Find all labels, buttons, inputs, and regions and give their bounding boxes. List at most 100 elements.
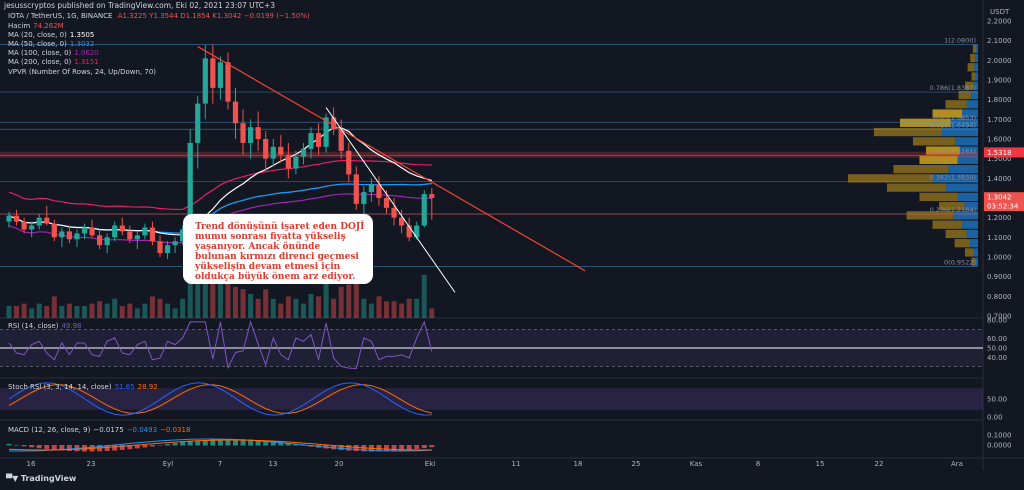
volume-bar — [255, 298, 261, 318]
volume-bar — [104, 303, 110, 318]
macd-histogram-bar — [21, 445, 27, 447]
macd-histogram-bar — [187, 441, 193, 446]
vpvr-down-bar — [926, 146, 960, 155]
candle-body — [376, 184, 382, 198]
candle-body — [270, 146, 276, 159]
candle-body — [338, 129, 344, 151]
macd-histogram-bar — [195, 440, 201, 446]
macd-tick: 0.0000 — [987, 442, 1012, 450]
volume-bar — [51, 296, 57, 318]
vpvr-up-bar — [959, 146, 978, 155]
vpvr-up-bar — [975, 257, 978, 266]
volume-legend[interactable]: Hacim 74.262M — [8, 22, 64, 30]
macd-histogram-bar — [104, 445, 110, 452]
volume-bar — [165, 303, 171, 318]
volume-bar — [225, 265, 231, 318]
candle-body — [383, 198, 390, 208]
ma20-legend[interactable]: MA (20, close, 0) 1.3505 — [8, 31, 95, 39]
vpvr-down-bar — [971, 257, 976, 266]
macd-histogram-bar — [149, 445, 155, 447]
vpvr-down-bar — [887, 183, 947, 192]
volume-bar — [89, 303, 95, 318]
candle-body — [391, 207, 397, 218]
volume-bar — [59, 306, 65, 318]
candle-body — [74, 233, 80, 240]
price-tick-label: 2.2000 — [987, 18, 1012, 26]
time-tick-label: 22 — [875, 460, 884, 468]
candle-body — [180, 229, 186, 242]
candle-body — [81, 227, 88, 234]
candle-body — [323, 117, 329, 147]
volume-bar — [278, 303, 284, 318]
vpvr-up-bar — [952, 211, 978, 220]
vpvr-down-bar — [932, 109, 963, 118]
candle-body — [368, 184, 374, 193]
ma100-legend[interactable]: MA (100, close, 0) 1.0620 — [8, 49, 99, 57]
time-tick-label: 16 — [27, 460, 36, 468]
candle-body — [293, 156, 299, 169]
macd-legend[interactable]: MACD (12, 26, close, 9) −0.0175 −0.0493 −0.… — [8, 426, 191, 434]
macd-histogram-bar — [421, 445, 427, 449]
vpvr-up-bar — [974, 63, 978, 72]
volume-bar — [331, 298, 337, 318]
candle-body — [134, 235, 140, 240]
macd-histogram-bar — [127, 445, 133, 450]
vpvr-down-bar — [919, 192, 958, 202]
ma50-legend[interactable]: MA (50, close, 0) 1.3032 — [8, 40, 95, 48]
macd-histogram-bar — [429, 445, 435, 448]
macd-histogram-bar — [384, 445, 389, 452]
ma200-legend[interactable]: MA (200, close, 0) 1.3151 — [8, 58, 99, 66]
descending-resistance-line — [197, 46, 586, 272]
macd-tick: 0.1000 — [987, 432, 1012, 440]
vpvr-up-bar — [957, 192, 978, 202]
price-label: 03:52:34 — [987, 203, 1019, 211]
volume-bar — [399, 303, 405, 318]
candle-body — [308, 133, 314, 149]
macd-histogram-bar — [376, 445, 382, 452]
candle-body — [315, 133, 322, 147]
vpvr-up-bar — [973, 248, 978, 257]
macd-histogram-bar — [172, 443, 178, 446]
macd-histogram-bar — [399, 445, 405, 451]
candle-body — [255, 127, 261, 139]
volume-bar — [157, 298, 163, 318]
rsi-tick: 60.00 — [987, 335, 1007, 343]
stoch-legend[interactable]: Stoch RSI (3, 3, 14, 14, close) 51.65 28.9… — [8, 383, 158, 391]
macd-histogram-bar — [202, 439, 208, 446]
time-tick-label: Kas — [690, 460, 703, 468]
macd-histogram-bar — [44, 445, 50, 450]
candle-body — [6, 215, 12, 222]
candle-body — [285, 154, 291, 169]
candle-body — [119, 225, 125, 232]
volume-bar — [353, 277, 359, 318]
price-tick-label: 1.1000 — [987, 234, 1012, 242]
macd-histogram-bar — [112, 445, 118, 451]
time-tick-label: 23 — [87, 460, 96, 468]
volume-bar — [195, 258, 201, 318]
volume-bar — [376, 296, 382, 318]
macd-histogram-bar — [240, 439, 246, 446]
ma20-line — [8, 126, 432, 236]
vpvr-up-bar — [976, 44, 978, 53]
macd-histogram-bar — [353, 445, 359, 452]
macd-histogram-bar — [346, 445, 352, 451]
time-tick-label: Eyl — [163, 460, 174, 468]
candle-body — [225, 62, 231, 102]
volume-bar — [368, 303, 374, 318]
volume-bar — [391, 301, 397, 318]
symbol-title[interactable]: IOTA / TetherUS, 1G, BINANCE — [8, 12, 113, 20]
stoch-band — [0, 388, 983, 410]
macd-histogram-bar — [406, 445, 412, 450]
volume-bar — [429, 308, 435, 318]
volume-bar — [210, 258, 216, 318]
candle-body — [66, 231, 72, 240]
vpvr-down-bar — [965, 248, 974, 257]
vpvr-legend[interactable]: VPVR (Number Of Rows, 24, Up/Down, 70) — [8, 68, 157, 76]
vpvr-down-bar — [874, 127, 942, 137]
rsi-legend[interactable]: RSI (14, close) 49.98 — [8, 322, 82, 330]
volume-bar — [82, 306, 87, 318]
macd-histogram-bar — [270, 441, 276, 446]
candle-body — [421, 194, 427, 226]
candle-body — [59, 231, 65, 238]
candle-body — [195, 103, 201, 143]
